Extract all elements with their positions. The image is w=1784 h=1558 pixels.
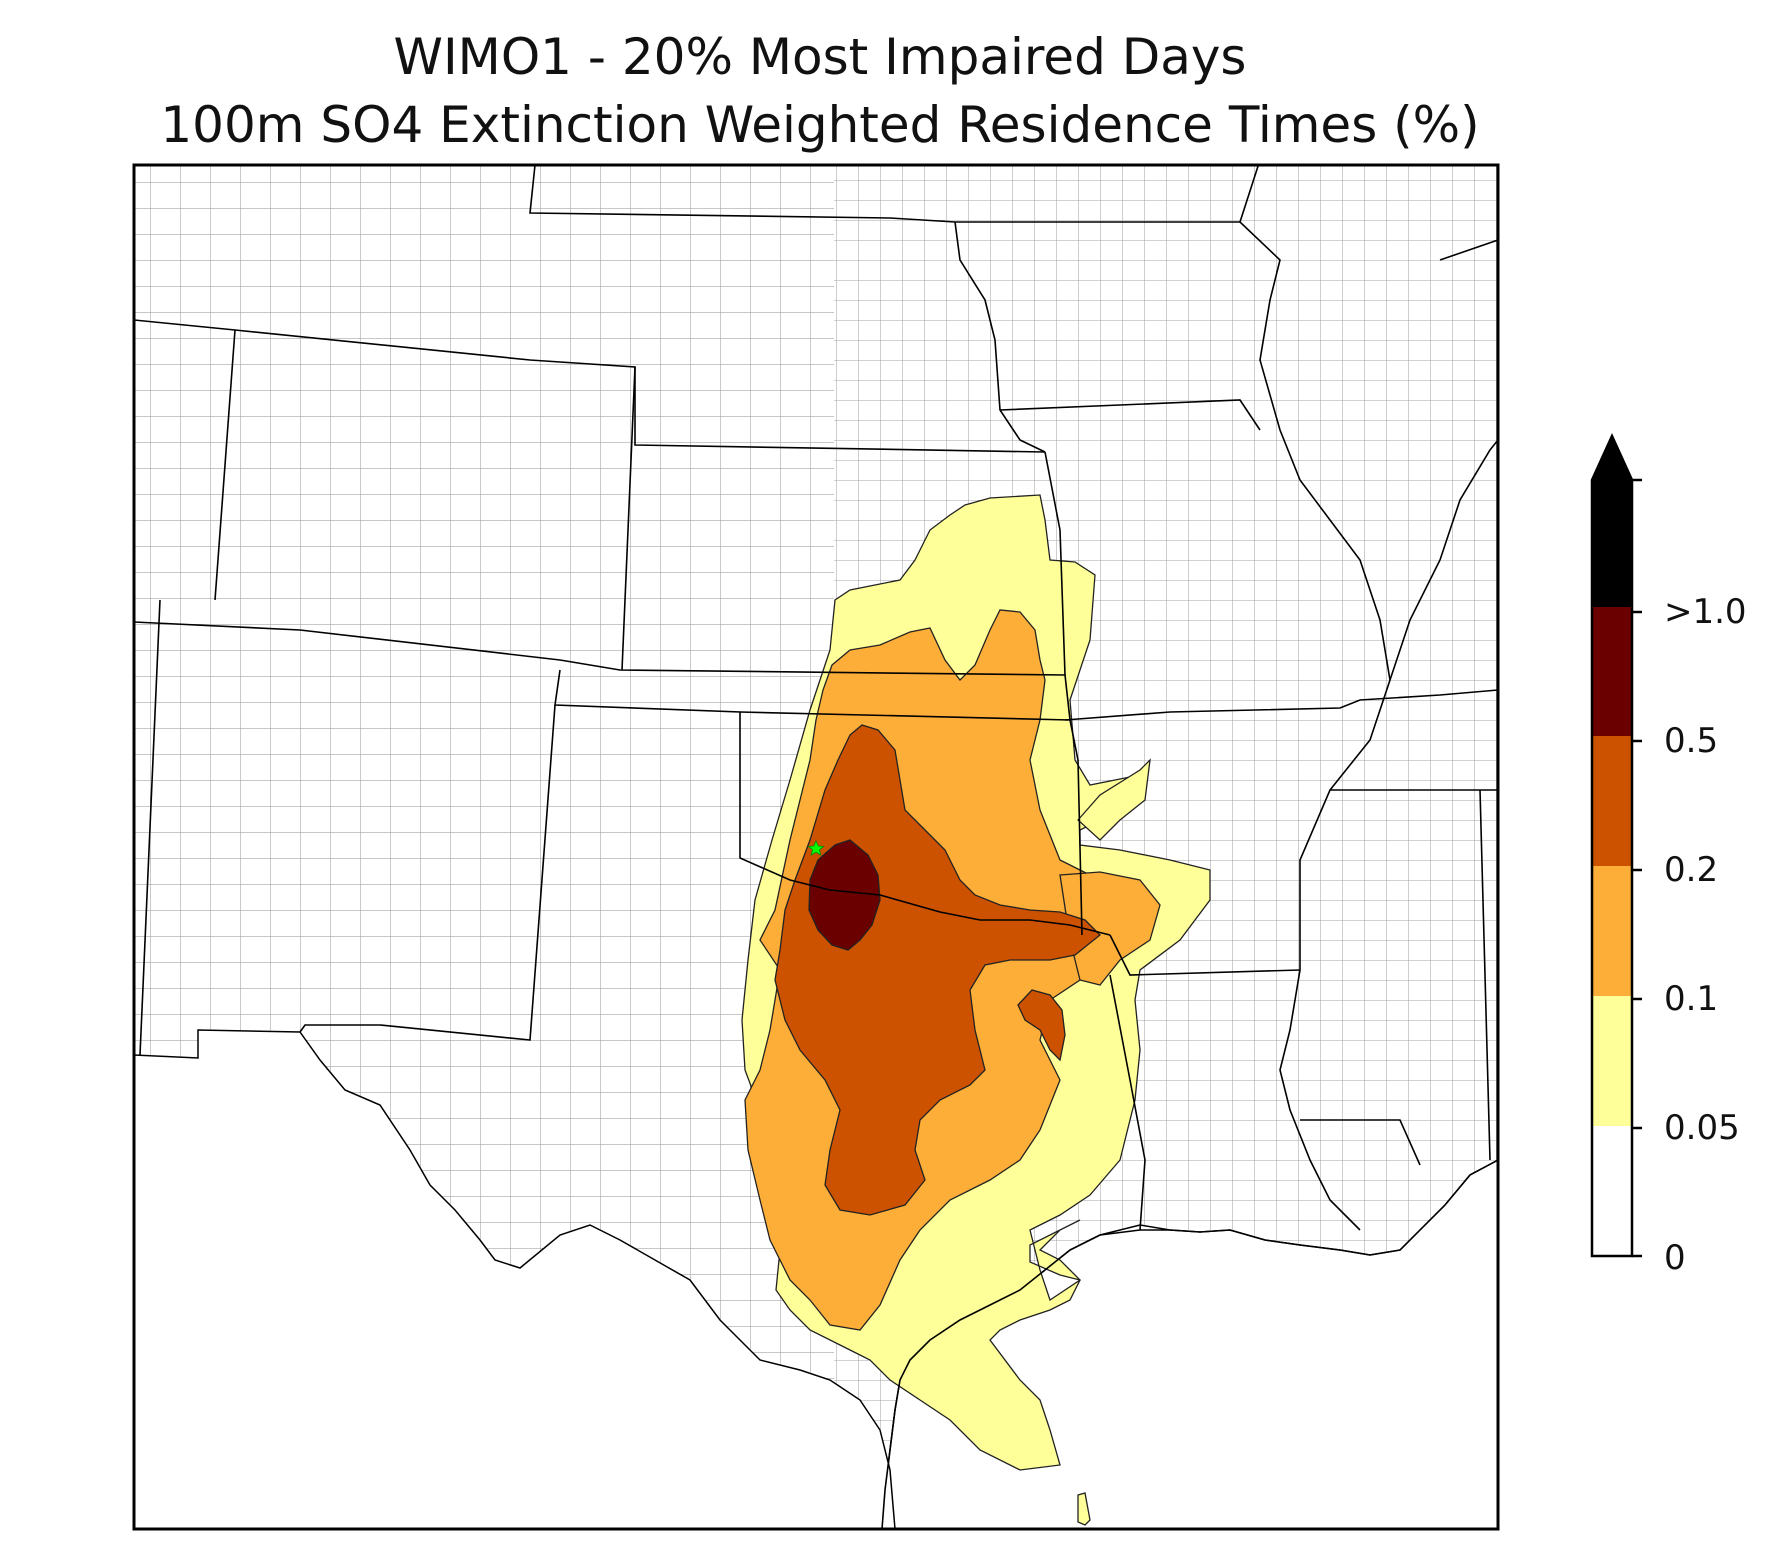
colorbar-extend-arrow	[1592, 436, 1632, 480]
colorbar-label-0.5: 0.5	[1664, 721, 1719, 761]
colorbar-bin-0-0.05	[1592, 1126, 1632, 1256]
iowa-illinois-border	[1239, 165, 1260, 223]
map-title-line-2: 100m SO4 Extinction Weighted Residence T…	[160, 96, 1480, 154]
colorbar-label-0.05: 0.05	[1664, 1108, 1740, 1148]
contour-0.05-lake-bay	[1077, 758, 1151, 841]
missouri-river	[954, 221, 1046, 453]
mexico-region	[134, 1029, 896, 1529]
colorbar-bin-0.5-1.0	[1592, 607, 1632, 736]
colorbar-label-0: 0	[1664, 1238, 1686, 1278]
colorbar	[1590, 432, 1642, 1258]
utah-border	[214, 329, 236, 601]
arkansas-louisiana-border	[1109, 934, 1301, 976]
illinois-river	[1389, 439, 1498, 681]
oklahoma-panhandle	[554, 669, 1111, 936]
arkansas-north-border	[1064, 689, 1498, 721]
colorado-new-mexico-border	[134, 621, 1066, 676]
colorado-kansas-border	[621, 366, 636, 671]
colorbar-label-0.1: 0.1	[1664, 979, 1719, 1019]
contour-0.1-east-lobe	[1059, 871, 1161, 986]
map-frame	[132, 163, 1500, 1531]
colorbar-label-0.2: 0.2	[1664, 850, 1719, 890]
gulf-coastline	[881, 1229, 1141, 1530]
missouri-kansas-border	[1044, 451, 1083, 936]
kansas-oklahoma-border	[739, 711, 1071, 721]
mississippi-river	[1239, 221, 1391, 1231]
colorbar-ticks	[1632, 478, 1642, 1258]
colorbar-outline	[1590, 432, 1634, 1258]
south-dakota-border	[529, 165, 1240, 223]
nebraska-south-border	[134, 319, 1046, 453]
new-mexico-texas-border	[299, 704, 556, 1041]
contour-0.05-islet	[1077, 1492, 1091, 1526]
colorbar-bin-0.1-0.2	[1592, 866, 1632, 996]
louisiana-mississippi-border	[1300, 1119, 1421, 1166]
texas-louisiana-border	[1109, 974, 1146, 1231]
colorbar-bin-0.5-1.0-top	[1592, 480, 1632, 607]
louisiana-coastline	[1140, 1159, 1499, 1256]
iowa-missouri-border	[999, 399, 1261, 431]
contour-0.5	[808, 839, 881, 951]
map-title-line-1: WIMO1 - 20% Most Impaired Days	[393, 28, 1247, 86]
east-lakes	[1439, 239, 1498, 261]
site-star-marker	[807, 840, 825, 856]
new-mexico-west-border	[139, 599, 161, 1056]
mississippi-state-border	[1479, 789, 1491, 1161]
state-boundaries	[134, 165, 1498, 1231]
contour-0.2-east-spot	[1017, 989, 1066, 1062]
colorbar-label-gt-1.0: >1.0	[1664, 592, 1747, 632]
colorbar-bin-0.05-0.1	[1592, 996, 1632, 1126]
colorbar-bin-0.2-0.5	[1592, 736, 1632, 866]
